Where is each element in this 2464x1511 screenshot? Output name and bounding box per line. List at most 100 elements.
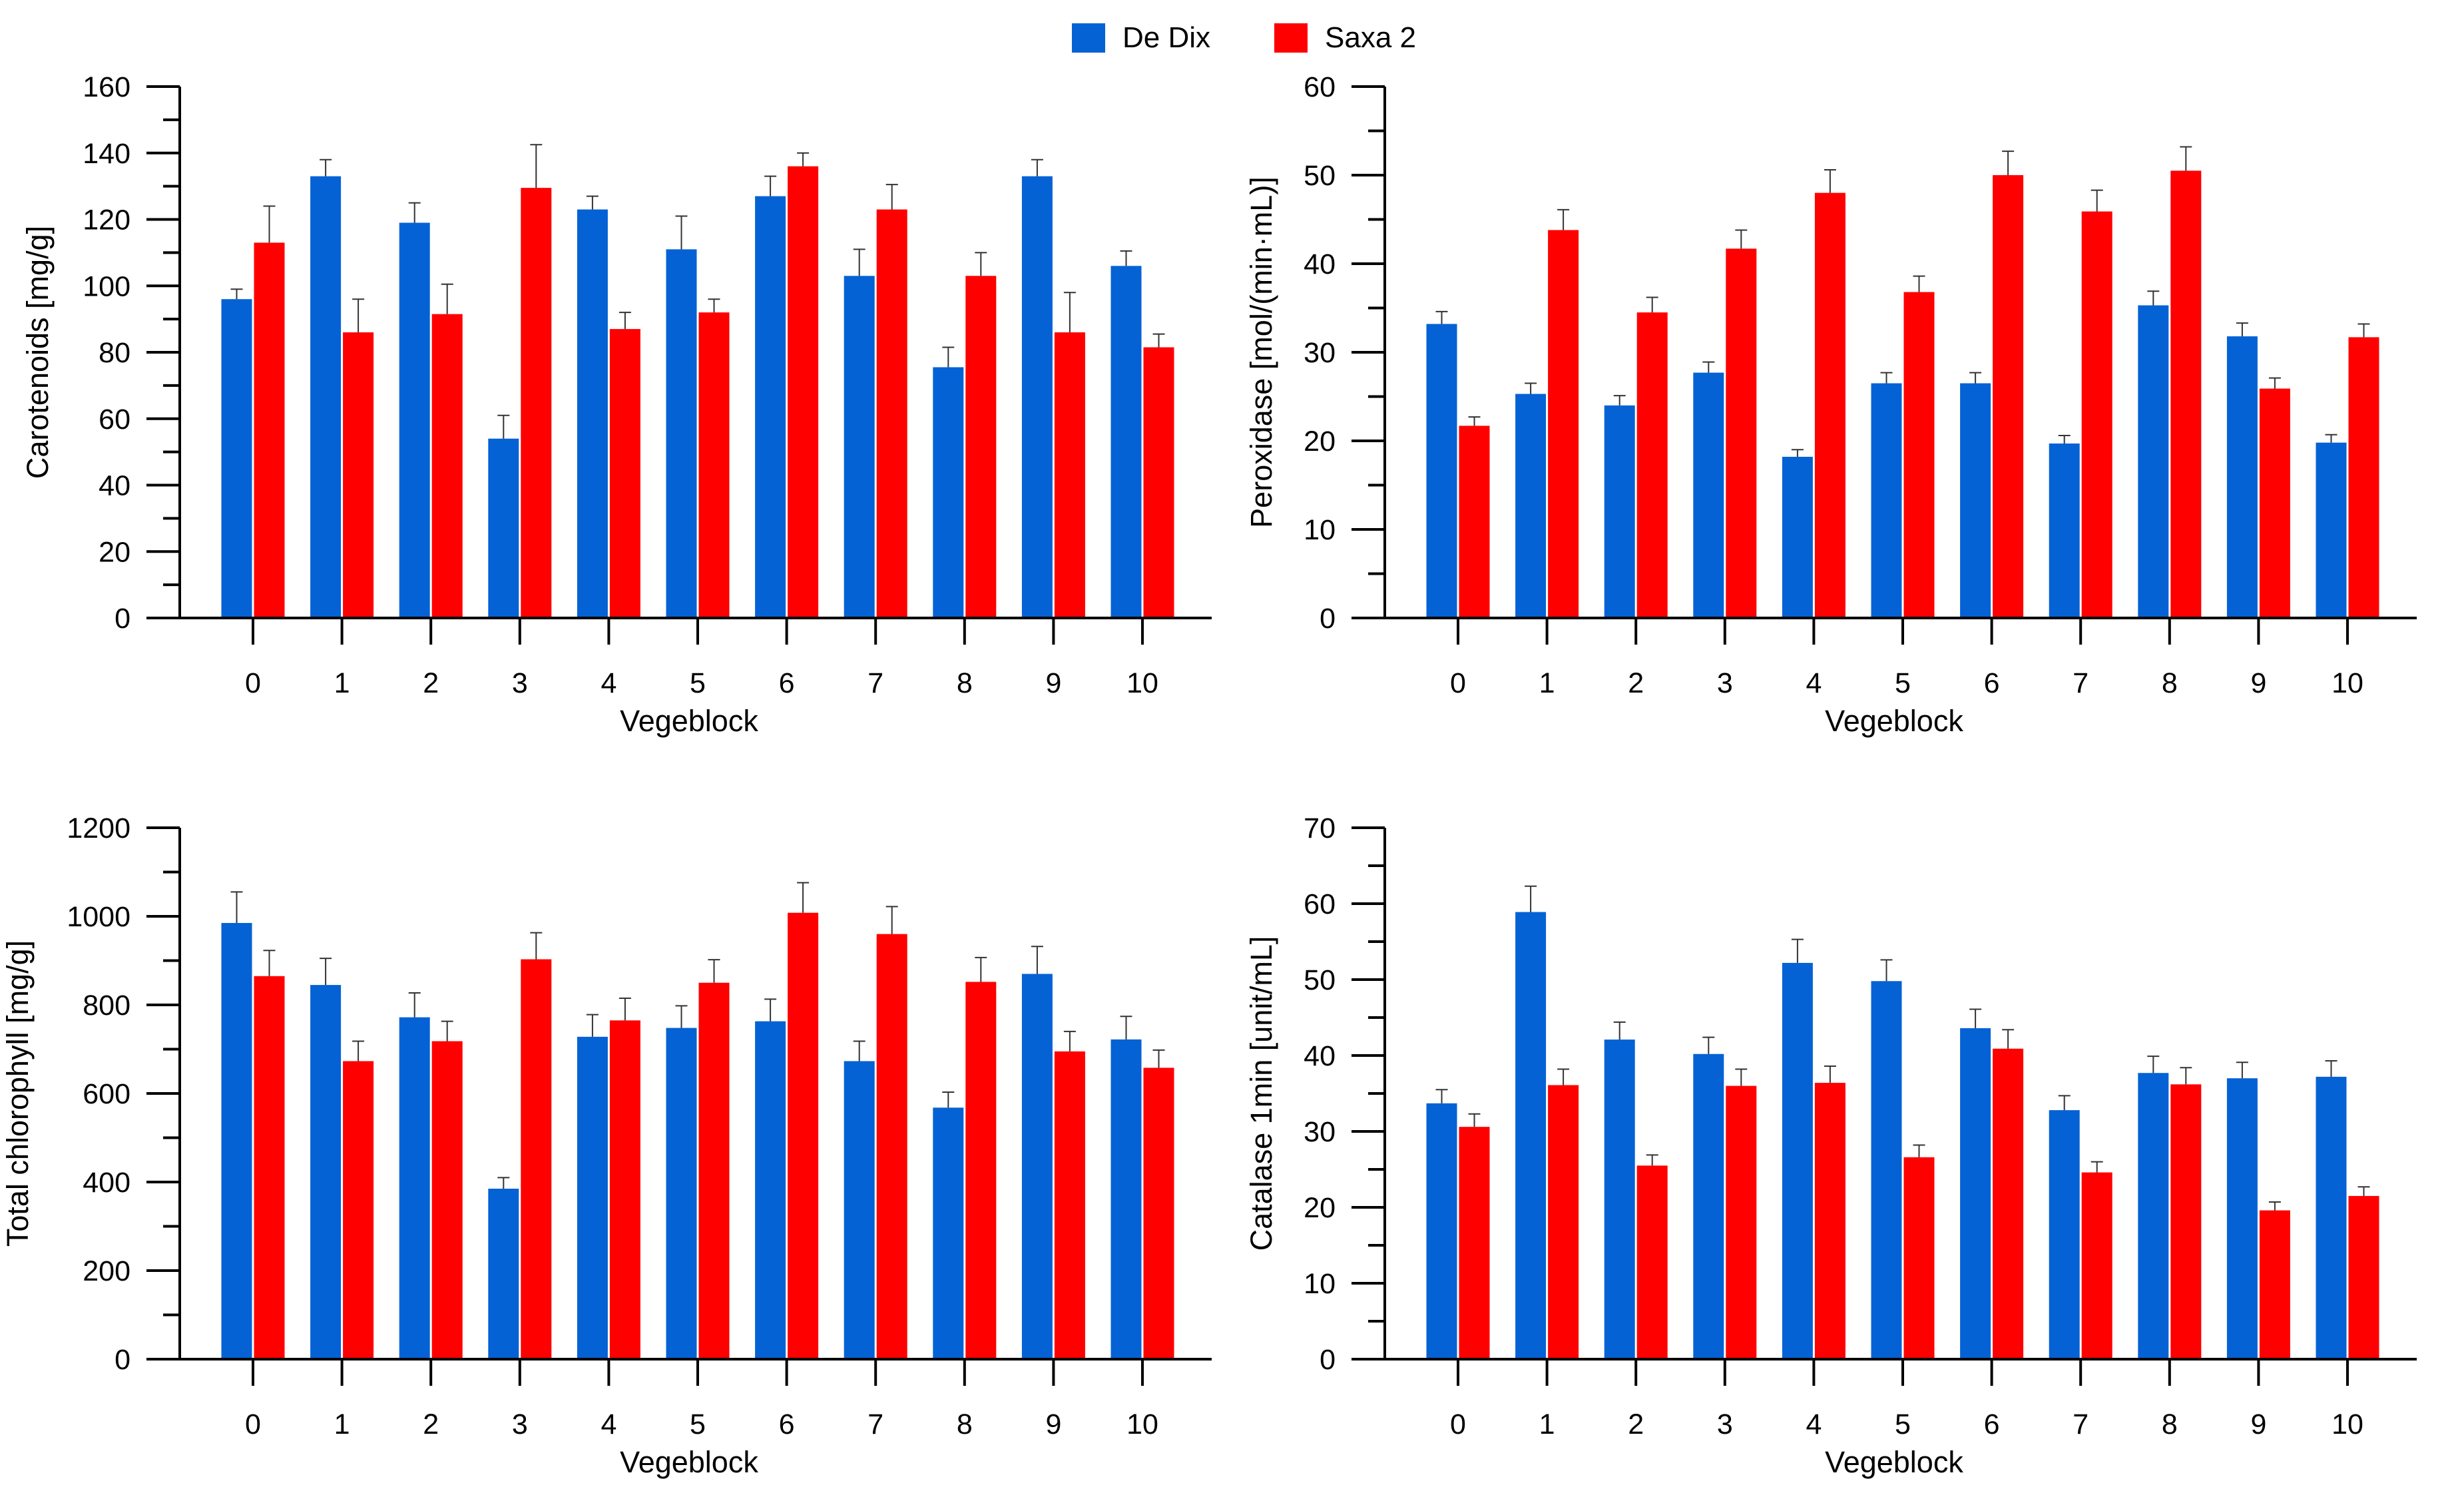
x-tick-label: 7 xyxy=(867,1408,883,1440)
bar-saxa-2 xyxy=(1814,192,1846,619)
bar-saxa-2 xyxy=(698,982,730,1359)
y-tick-label: 40 xyxy=(1304,1040,1336,1072)
bar-de-dix xyxy=(1021,176,1053,619)
x-tick-label: 7 xyxy=(2073,667,2089,699)
bar-saxa-2 xyxy=(2259,1210,2290,1359)
bar-saxa-2 xyxy=(1459,426,1490,618)
x-tick-label: 6 xyxy=(1984,667,2000,699)
bar-de-dix xyxy=(666,1028,697,1359)
bar-de-dix xyxy=(1426,1103,1457,1359)
y-tick-label: 100 xyxy=(83,270,130,302)
bar-saxa-2 xyxy=(609,1020,640,1359)
y-tick-label: 600 xyxy=(83,1078,130,1110)
x-axis-label: Vegeblock xyxy=(620,1445,758,1479)
x-tick-label: 4 xyxy=(1806,1408,1822,1440)
bar-de-dix xyxy=(1110,266,1142,618)
bar-de-dix xyxy=(1871,383,1902,618)
bar-saxa-2 xyxy=(343,332,374,618)
y-tick-label: 1200 xyxy=(67,812,130,844)
bar-saxa-2 xyxy=(431,314,463,618)
y-tick-label: 0 xyxy=(115,603,130,635)
y-tick-label: 200 xyxy=(83,1255,130,1287)
bar-saxa-2 xyxy=(609,329,640,618)
x-tick-label: 3 xyxy=(512,1408,528,1440)
y-tick-label: 10 xyxy=(1304,1268,1336,1300)
bar-de-dix xyxy=(2316,442,2347,618)
x-tick-label: 0 xyxy=(1450,1408,1466,1440)
x-tick-label: 1 xyxy=(334,667,350,699)
bar-saxa-2 xyxy=(1548,1085,1579,1359)
x-tick-label: 2 xyxy=(1628,1408,1644,1440)
bar-de-dix xyxy=(1515,912,1547,1359)
bar-de-dix xyxy=(1782,456,1813,618)
bar-saxa-2 xyxy=(1636,312,1668,618)
y-tick-label: 20 xyxy=(1304,1192,1336,1224)
bar-de-dix xyxy=(755,1021,786,1359)
x-tick-label: 2 xyxy=(423,667,439,699)
y-tick-label: 120 xyxy=(83,204,130,236)
x-tick-label: 10 xyxy=(2332,667,2363,699)
y-tick-label: 140 xyxy=(83,138,130,170)
bar-saxa-2 xyxy=(2170,170,2202,619)
bar-de-dix xyxy=(2138,305,2169,618)
bar-de-dix xyxy=(1782,962,1813,1359)
legend-item-de-dix: De Dix xyxy=(1072,21,1210,55)
x-tick-label: 4 xyxy=(1806,667,1822,699)
x-tick-label: 2 xyxy=(1628,667,1644,699)
legend: De Dix Saxa 2 xyxy=(1072,15,1416,61)
bar-saxa-2 xyxy=(254,242,285,619)
y-axis-label: Catalase 1min [unit/mL] xyxy=(1244,936,1278,1251)
y-tick-label: 10 xyxy=(1304,514,1336,546)
bar-saxa-2 xyxy=(876,209,907,619)
bar-saxa-2 xyxy=(1459,1127,1490,1359)
bar-saxa-2 xyxy=(1143,1067,1174,1359)
y-tick-label: 40 xyxy=(99,470,130,502)
y-tick-label: 30 xyxy=(1304,1116,1336,1148)
bar-saxa-2 xyxy=(965,276,997,619)
bar-saxa-2 xyxy=(1054,332,1085,618)
chart-panel-2: 0 10 20 30 40 50 60 0 1 2 3 4 5 6 7 8 9 10 Vegeblock Peroxi… xyxy=(1244,71,2417,738)
bar-saxa-2 xyxy=(965,982,997,1359)
x-tick-label: 8 xyxy=(957,1408,973,1440)
x-tick-label: 8 xyxy=(2162,667,2178,699)
y-tick-label: 0 xyxy=(115,1344,130,1376)
x-tick-label: 0 xyxy=(245,667,261,699)
y-tick-label: 20 xyxy=(1304,426,1336,457)
bar-saxa-2 xyxy=(2170,1084,2202,1359)
bar-de-dix xyxy=(488,438,519,618)
x-tick-label: 6 xyxy=(1984,1408,2000,1440)
bar-de-dix xyxy=(1871,981,1902,1359)
x-tick-label: 9 xyxy=(2250,1408,2266,1440)
y-tick-label: 70 xyxy=(1304,812,1336,844)
chart-panel-3: 0 200 400 600 800 1000 1200 0 1 2 3 4 5 6 7 8 9 10 Vegeblo… xyxy=(1,812,1212,1479)
bar-de-dix xyxy=(577,209,608,619)
y-tick-label: 20 xyxy=(99,536,130,568)
bar-de-dix xyxy=(1693,372,1724,618)
y-tick-label: 800 xyxy=(83,990,130,1022)
x-tick-label: 3 xyxy=(1717,667,1733,699)
chart-panel-1: 0 20 40 60 80 100 120 140 160 0 1 2 3 4 5 6 7 8 9 10 Vegeblo… xyxy=(21,71,1212,738)
x-tick-label: 5 xyxy=(690,667,706,699)
x-tick-label: 2 xyxy=(423,1408,439,1440)
y-tick-label: 0 xyxy=(1320,1344,1336,1376)
y-tick-label: 1000 xyxy=(67,901,130,933)
x-tick-label: 1 xyxy=(1539,1408,1555,1440)
y-tick-label: 60 xyxy=(1304,888,1336,920)
bar-saxa-2 xyxy=(1903,1157,1935,1359)
bar-saxa-2 xyxy=(2081,211,2112,618)
x-tick-label: 0 xyxy=(1450,667,1466,699)
bar-de-dix xyxy=(1604,405,1635,618)
x-tick-label: 7 xyxy=(2073,1408,2089,1440)
x-tick-label: 1 xyxy=(1539,667,1555,699)
bar-saxa-2 xyxy=(1726,1085,1757,1359)
x-tick-label: 8 xyxy=(957,667,973,699)
y-tick-label: 60 xyxy=(1304,71,1336,103)
bar-de-dix xyxy=(1515,394,1547,618)
bar-saxa-2 xyxy=(2348,337,2379,618)
bar-de-dix xyxy=(221,299,252,618)
bar-de-dix xyxy=(577,1036,608,1359)
y-tick-label: 0 xyxy=(1320,603,1336,635)
x-tick-label: 3 xyxy=(512,667,528,699)
